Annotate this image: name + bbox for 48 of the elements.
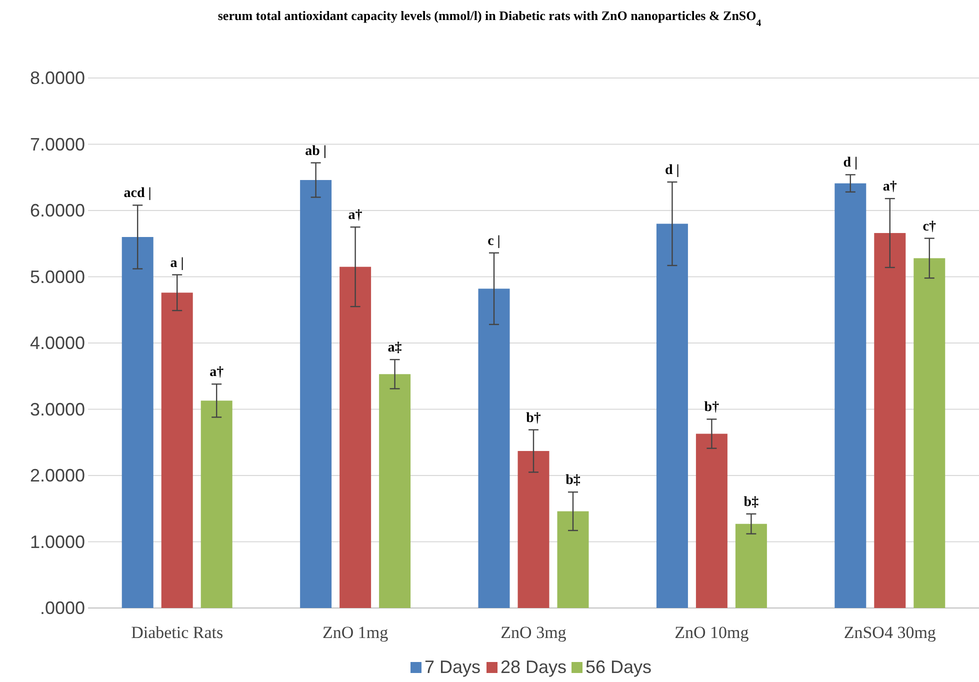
y-tick-label: 4.0000 [30, 333, 85, 353]
annotation: a† [882, 180, 897, 195]
annotation: c | [488, 234, 500, 249]
bar [200, 400, 232, 608]
bar [914, 258, 946, 608]
bar [696, 434, 728, 608]
bar [122, 237, 154, 608]
bar [340, 266, 372, 608]
y-tick-label: 6.0000 [30, 200, 85, 220]
y-tick-label: .0000 [40, 598, 85, 618]
annotation: a‡ [388, 340, 402, 356]
bar [379, 374, 411, 608]
y-tick-label: 1.0000 [30, 532, 85, 552]
legend-label: 7 Days [424, 657, 481, 677]
x-tick-label: ZnSO4 30mg [844, 623, 936, 642]
annotation: a† [210, 365, 224, 380]
annotation: c† [922, 219, 936, 234]
annotation: a | [170, 256, 184, 271]
x-tick-label: ZnO 1mg [322, 623, 389, 642]
annotation: ab | [305, 144, 326, 159]
annotation: b† [526, 410, 541, 426]
y-tick-label: 3.0000 [30, 399, 85, 420]
chart-title: serum total antioxidant capacity levels (mmol/l) in Diabetic rats with ZnO nanoparticles & ZnSO$_{4}$ [218, 8, 762, 28]
annotation: b† [704, 400, 720, 416]
x-tick-label: Diabetic Rats [131, 623, 224, 642]
legend-label: 28 Days [500, 657, 567, 677]
annotation: d | [843, 156, 858, 171]
y-tick-label: 5.0000 [30, 266, 85, 287]
x-tick-label: ZnO 10mg [674, 623, 750, 642]
bar [834, 183, 866, 608]
y-tick-label: 2.0000 [30, 466, 85, 486]
annotation: d | [665, 163, 680, 178]
y-tick-label: 8.0000 [30, 68, 85, 88]
annotation: b‡ [566, 473, 580, 488]
bar [557, 511, 589, 608]
bar [300, 180, 332, 608]
bar [518, 450, 550, 608]
bar [874, 233, 906, 608]
annotation: a† [348, 208, 362, 224]
bar [478, 288, 510, 608]
annotation: b‡ [744, 494, 759, 510]
annotation: acd | [124, 186, 152, 202]
bar [735, 524, 767, 608]
legend-label: 56 Days [586, 657, 652, 677]
bar [656, 224, 688, 608]
bar [161, 292, 193, 608]
x-tick-label: ZnO 3mg [500, 623, 567, 642]
y-tick-label: 7.0000 [30, 134, 85, 154]
